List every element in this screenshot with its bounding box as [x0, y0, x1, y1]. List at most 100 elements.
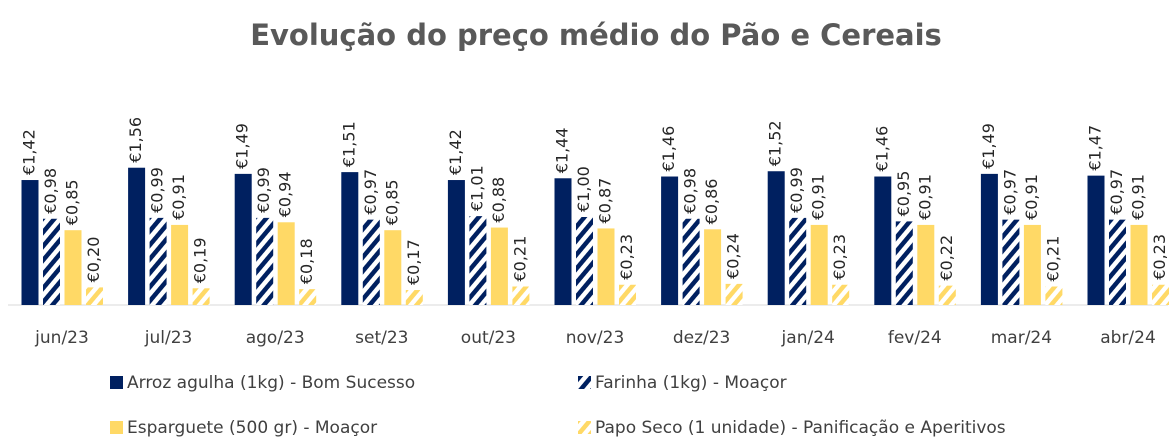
value-label: €0,95: [894, 171, 913, 217]
bar: [810, 224, 828, 305]
bar: [512, 286, 530, 305]
value-label: €1,52: [766, 120, 785, 166]
x-tick-label: jul/23: [144, 328, 193, 348]
bar: [405, 290, 423, 305]
bar: [1087, 175, 1105, 305]
value-label: €0,86: [702, 179, 721, 225]
legend-swatch: [578, 421, 591, 434]
bar: [234, 173, 252, 305]
x-tick-label: ago/23: [246, 328, 305, 348]
value-label: €1,44: [553, 127, 572, 173]
legend-swatch: [578, 376, 591, 389]
bar: [1023, 224, 1041, 305]
bar: [682, 218, 700, 305]
value-label: €0,87: [596, 178, 615, 224]
bar: [171, 224, 189, 305]
bar: [576, 217, 593, 305]
value-label: €0,98: [681, 168, 700, 214]
bar: [43, 218, 60, 305]
value-label: €0,97: [361, 169, 380, 215]
bar: [277, 222, 295, 305]
bar: [725, 283, 743, 305]
value-label: €1,00: [574, 166, 593, 212]
x-tick-label: jan/24: [781, 328, 835, 348]
x-tick-label: mar/24: [991, 328, 1052, 348]
value-label: €1,56: [126, 117, 145, 163]
value-label: €1,46: [659, 126, 678, 172]
value-label: €0,21: [510, 236, 529, 282]
value-label: €1,51: [339, 121, 358, 167]
value-label: €0,19: [191, 237, 210, 283]
bar: [21, 180, 39, 305]
x-tick-label: dez/23: [673, 328, 731, 348]
bar: [192, 288, 210, 305]
value-label: €1,49: [979, 123, 998, 169]
legend-swatch: [110, 376, 123, 389]
bar: [1109, 219, 1126, 305]
bar: [767, 171, 785, 305]
value-label: €0,97: [1107, 169, 1126, 215]
x-tick-label: nov/23: [566, 328, 625, 348]
x-tick-label: set/23: [355, 328, 408, 348]
bar: [554, 178, 572, 305]
bar: [362, 219, 380, 305]
legend-label: Farinha (1kg) - Moaçor: [595, 373, 787, 393]
bar: [938, 285, 956, 305]
x-tick-label: fev/24: [888, 328, 942, 348]
x-tick-label: jun/23: [34, 328, 89, 348]
value-label: €0,20: [84, 237, 103, 283]
bar: [341, 172, 359, 305]
value-label: €1,42: [446, 129, 465, 175]
value-label: €0,24: [724, 233, 743, 279]
value-label: €0,23: [617, 234, 636, 280]
value-label: €0,98: [41, 168, 60, 214]
value-label: €0,91: [169, 174, 188, 220]
bar: [619, 284, 636, 305]
x-tick-label: abr/24: [1100, 328, 1156, 348]
bar: [789, 217, 807, 305]
value-label: €1,01: [467, 165, 486, 211]
bar: [1002, 219, 1020, 305]
value-label: €0,21: [1043, 236, 1062, 282]
value-label: €1,47: [1086, 125, 1105, 171]
bar: [64, 230, 82, 305]
bar: [874, 176, 892, 305]
bar: [490, 227, 508, 305]
value-label: €0,91: [915, 174, 934, 220]
value-label: €0,88: [489, 177, 508, 223]
bar: [704, 229, 722, 305]
value-label: €0,85: [63, 179, 82, 225]
value-label: €0,94: [276, 171, 295, 217]
bar: [1045, 286, 1063, 305]
value-label: €0,91: [1129, 174, 1148, 220]
value-label: €0,17: [404, 239, 423, 285]
value-label: €1,49: [233, 123, 252, 169]
value-label: €0,91: [1022, 174, 1041, 220]
value-label: €1,42: [20, 129, 39, 175]
legend-swatch: [110, 421, 123, 434]
value-label: €0,18: [297, 238, 316, 284]
bar: [469, 216, 487, 305]
bar: [447, 180, 465, 305]
bar: [384, 230, 402, 305]
x-tick-label: out/23: [461, 328, 516, 348]
value-label: €0,23: [830, 234, 849, 280]
bar: [832, 284, 850, 305]
bar: [1152, 284, 1169, 305]
value-label: €1,46: [872, 126, 891, 172]
legend-label: Esparguete (500 gr) - Moaçor: [127, 418, 377, 438]
bar: [597, 228, 615, 305]
bar: [661, 176, 679, 305]
value-label: €0,22: [937, 235, 956, 281]
value-label: €0,97: [1000, 169, 1019, 215]
bar: [917, 224, 935, 305]
legend-label: Arroz agulha (1kg) - Bom Sucesso: [127, 373, 415, 393]
bar: [895, 221, 913, 305]
value-label: €0,99: [787, 167, 806, 213]
bar: [256, 217, 274, 305]
bar: [86, 287, 103, 305]
legend-label: Papo Seco (1 unidade) - Panificação e Ap…: [595, 418, 1006, 438]
value-label: €0,91: [809, 174, 828, 220]
value-label: €0,23: [1150, 234, 1169, 280]
